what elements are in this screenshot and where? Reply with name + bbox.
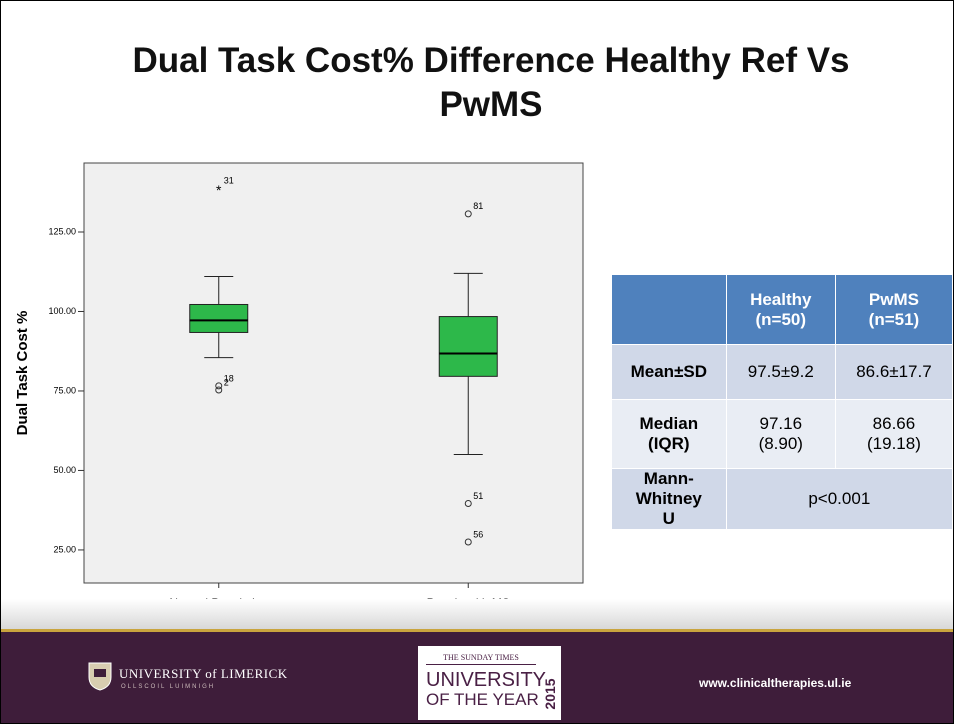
footer-rule — [1, 629, 953, 632]
row-header: Mann-Whitney U — [611, 468, 727, 530]
outlier — [215, 382, 223, 390]
outlier-label: 18 — [224, 373, 234, 383]
footer: UNIVERSITY of LIMERICK OLLSCOIL LUIMNIGH… — [1, 632, 953, 723]
header-cell: PwMS (n=51) — [834, 274, 953, 345]
outlier — [464, 538, 472, 546]
outlier-label: 56 — [473, 529, 483, 539]
outlier-label: 51 — [473, 491, 483, 501]
footer-band — [1, 599, 953, 629]
university-irish: OLLSCOIL LUIMNIGH — [121, 684, 216, 690]
outlier-label: 31 — [224, 175, 234, 185]
crest — [88, 662, 112, 691]
y-tick-label: 50.00 — [53, 465, 76, 475]
outlier-label: 81 — [473, 201, 483, 211]
row-header: Mean±SD — [611, 344, 727, 400]
award-paper: THE SUNDAY TIMES — [426, 653, 536, 665]
award-badge: THE SUNDAY TIMES UNIVERSITY OF THE YEAR … — [418, 646, 561, 720]
cell: 97.16 (8.90) — [725, 399, 836, 469]
award-year: 2015 — [542, 678, 558, 710]
y-tick-label: 125.00 — [48, 226, 76, 236]
outlier-label: 2 — [224, 377, 229, 387]
award-line: UNIVERSITY — [426, 669, 547, 691]
cell: p<0.001 — [725, 468, 953, 530]
cell: 86.6±17.7 — [834, 344, 953, 400]
y-axis-label: Dual Task Cost % — [14, 311, 31, 436]
chart: Dual Task Cost % 25.00 50.00 75.00 100.00 12… — [14, 162, 584, 610]
outlier — [464, 500, 472, 508]
footer-url: www.clinicaltherapies.ul.ie — [699, 676, 852, 690]
cell: 86.66 (19.18) — [834, 399, 953, 469]
row-header: Median (IQR) — [611, 399, 727, 469]
header-cell — [611, 274, 727, 345]
university-name: UNIVERSITY of LIMERICK — [119, 666, 288, 681]
box — [189, 303, 249, 333]
outlier — [464, 210, 472, 218]
slide-title: Dual Task Cost% Difference Healthy Ref V… — [132, 41, 850, 124]
award-line: OF THE YEAR — [426, 690, 539, 709]
header-cell: Healthy (n=50) — [725, 274, 836, 345]
y-tick-label: 25.00 — [53, 544, 76, 554]
y-tick-label: 100.00 — [48, 306, 76, 316]
outlier: * — [216, 182, 222, 198]
plot-area — [83, 162, 584, 584]
box — [438, 316, 498, 377]
stats-table: Healthy (n=50) PwMS (n=51) Mean±SD 97.5±9.… — [611, 274, 953, 530]
outlier — [215, 386, 223, 394]
y-tick-label: 75.00 — [53, 385, 76, 395]
cell: 97.5±9.2 — [725, 344, 836, 400]
